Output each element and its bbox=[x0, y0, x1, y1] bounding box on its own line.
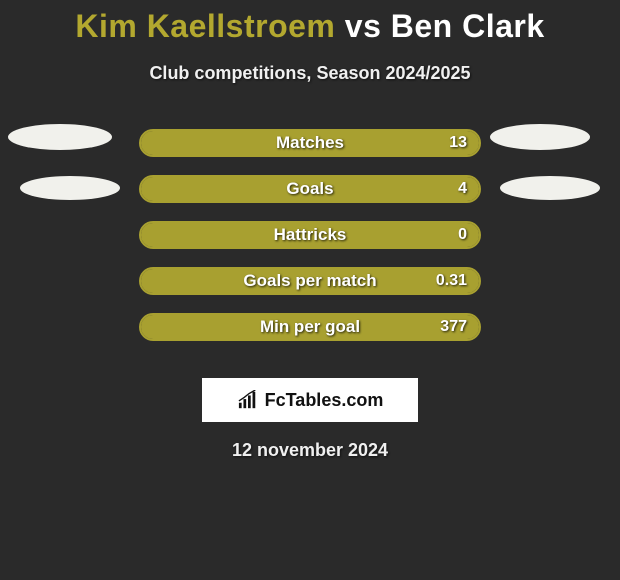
player-a-name: Kim Kaellstroem bbox=[75, 8, 335, 44]
stat-bar-fill bbox=[141, 269, 479, 293]
stat-bar-track: Hattricks0 bbox=[139, 221, 481, 249]
logo-text: FcTables.com bbox=[265, 390, 384, 411]
comparison-widget: Kim Kaellstroem vs Ben Clark Club compet… bbox=[0, 0, 620, 461]
subtitle: Club competitions, Season 2024/2025 bbox=[0, 63, 620, 84]
stat-bar-track: Matches13 bbox=[139, 129, 481, 157]
vs-separator: vs bbox=[335, 8, 390, 44]
stat-bar-track: Goals per match0.31 bbox=[139, 267, 481, 295]
chart-icon bbox=[237, 390, 259, 410]
stat-bar-fill bbox=[141, 177, 479, 201]
date: 12 november 2024 bbox=[0, 440, 620, 461]
stat-row: Goals4 bbox=[0, 166, 620, 212]
page-title: Kim Kaellstroem vs Ben Clark bbox=[0, 8, 620, 45]
stat-bar-fill bbox=[141, 223, 479, 247]
stat-bar-track: Min per goal377 bbox=[139, 313, 481, 341]
stat-row: Min per goal377 bbox=[0, 304, 620, 350]
stat-row: Matches13 bbox=[0, 120, 620, 166]
player-b-name: Ben Clark bbox=[391, 8, 545, 44]
stat-bar-fill bbox=[141, 131, 479, 155]
stat-bar-fill bbox=[141, 315, 479, 339]
stats-area: Matches13 Goals4 Hattricks0 Goals per match… bbox=[0, 120, 620, 350]
stat-row: Hattricks0 bbox=[0, 212, 620, 258]
stat-bar-track: Goals4 bbox=[139, 175, 481, 203]
stat-row: Goals per match0.31 bbox=[0, 258, 620, 304]
logo[interactable]: FcTables.com bbox=[202, 378, 418, 422]
